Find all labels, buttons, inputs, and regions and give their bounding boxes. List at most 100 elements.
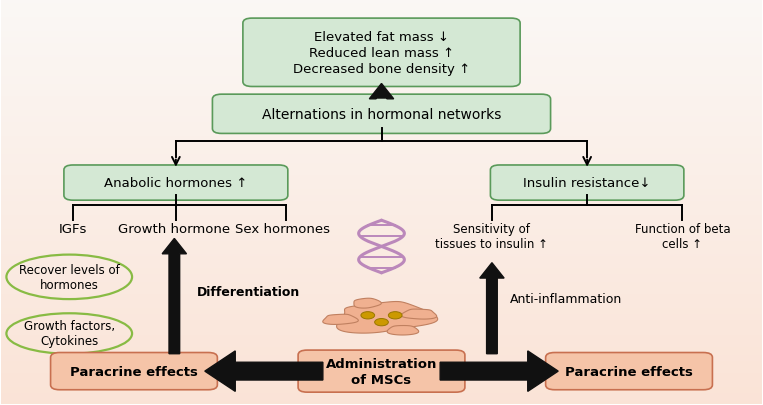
Bar <box>1 243 762 245</box>
Bar <box>1 178 762 180</box>
Bar <box>1 65 762 67</box>
Bar <box>1 374 762 376</box>
Bar <box>1 350 762 352</box>
Bar <box>1 186 762 188</box>
Bar <box>1 247 762 249</box>
Bar <box>1 146 762 148</box>
Bar <box>1 104 762 106</box>
Bar <box>1 53 762 55</box>
Bar <box>1 168 762 170</box>
Bar <box>1 83 762 85</box>
FancyBboxPatch shape <box>50 353 217 390</box>
Bar <box>1 61 762 63</box>
Bar <box>1 301 762 303</box>
Bar <box>1 255 762 257</box>
Bar <box>1 3 762 5</box>
Text: Differentiation: Differentiation <box>196 285 300 298</box>
Bar <box>1 267 762 269</box>
Text: Administration
of MSCs: Administration of MSCs <box>326 357 437 386</box>
Bar <box>1 279 762 281</box>
Bar <box>1 94 762 96</box>
Bar <box>1 318 762 320</box>
Bar <box>1 176 762 178</box>
Bar <box>1 380 762 382</box>
Bar <box>1 324 762 326</box>
Bar <box>1 49 762 51</box>
Bar <box>1 55 762 57</box>
Bar <box>1 297 762 299</box>
Bar <box>1 398 762 400</box>
Polygon shape <box>323 314 359 325</box>
Bar <box>1 309 762 311</box>
Bar <box>1 269 762 271</box>
Bar <box>1 35 762 37</box>
Bar <box>1 5 762 7</box>
Bar <box>1 382 762 384</box>
Bar <box>1 164 762 166</box>
Bar <box>1 174 762 176</box>
Bar <box>1 102 762 104</box>
Bar <box>1 342 762 344</box>
Text: Alternations in hormonal networks: Alternations in hormonal networks <box>262 108 501 122</box>
Text: Growth factors,
Cytokines: Growth factors, Cytokines <box>24 320 114 347</box>
Bar <box>1 358 762 360</box>
Bar <box>1 388 762 390</box>
Bar <box>1 366 762 368</box>
Bar <box>1 198 762 200</box>
Bar <box>1 136 762 138</box>
Bar <box>1 332 762 334</box>
Bar <box>1 265 762 267</box>
Bar <box>1 148 762 150</box>
Bar <box>1 227 762 229</box>
FancyBboxPatch shape <box>546 353 713 390</box>
Bar <box>1 372 762 374</box>
Bar <box>1 221 762 223</box>
Text: Sensitivity of
tissues to insulin ↑: Sensitivity of tissues to insulin ↑ <box>436 223 549 251</box>
Bar <box>1 100 762 102</box>
Bar <box>1 108 762 110</box>
Bar <box>1 31 762 33</box>
Bar <box>1 1 762 3</box>
Bar <box>1 346 762 348</box>
Bar <box>1 47 762 49</box>
Text: Elevated fat mass ↓
Reduced lean mass ↑
Decreased bone density ↑: Elevated fat mass ↓ Reduced lean mass ↑ … <box>293 31 470 76</box>
Bar <box>1 376 762 378</box>
Bar <box>1 81 762 83</box>
Bar <box>1 144 762 146</box>
Bar <box>1 251 762 253</box>
Bar <box>1 106 762 108</box>
Bar <box>1 344 762 346</box>
Bar <box>1 237 762 239</box>
Bar <box>1 277 762 279</box>
Bar <box>1 289 762 291</box>
Bar <box>1 162 762 164</box>
Bar <box>1 128 762 130</box>
Text: Recover levels of
hormones: Recover levels of hormones <box>19 263 120 291</box>
Bar <box>1 253 762 255</box>
Bar <box>1 336 762 338</box>
Bar <box>1 295 762 297</box>
Bar <box>1 245 762 247</box>
Bar <box>1 207 762 209</box>
Bar <box>1 360 762 362</box>
Bar <box>1 85 762 87</box>
Bar <box>1 400 762 402</box>
Bar <box>1 23 762 25</box>
Bar <box>1 132 762 134</box>
Bar <box>1 15 762 17</box>
Bar <box>1 330 762 332</box>
Bar <box>1 118 762 120</box>
Bar <box>1 158 762 160</box>
Bar <box>1 33 762 35</box>
Polygon shape <box>387 326 419 335</box>
Bar <box>1 299 762 301</box>
Polygon shape <box>336 302 438 333</box>
Bar <box>1 285 762 287</box>
Bar <box>1 92 762 94</box>
Bar <box>1 320 762 322</box>
Bar <box>1 303 762 305</box>
Bar <box>1 51 762 53</box>
Bar <box>1 59 762 61</box>
Bar <box>1 19 762 21</box>
Bar <box>1 120 762 122</box>
